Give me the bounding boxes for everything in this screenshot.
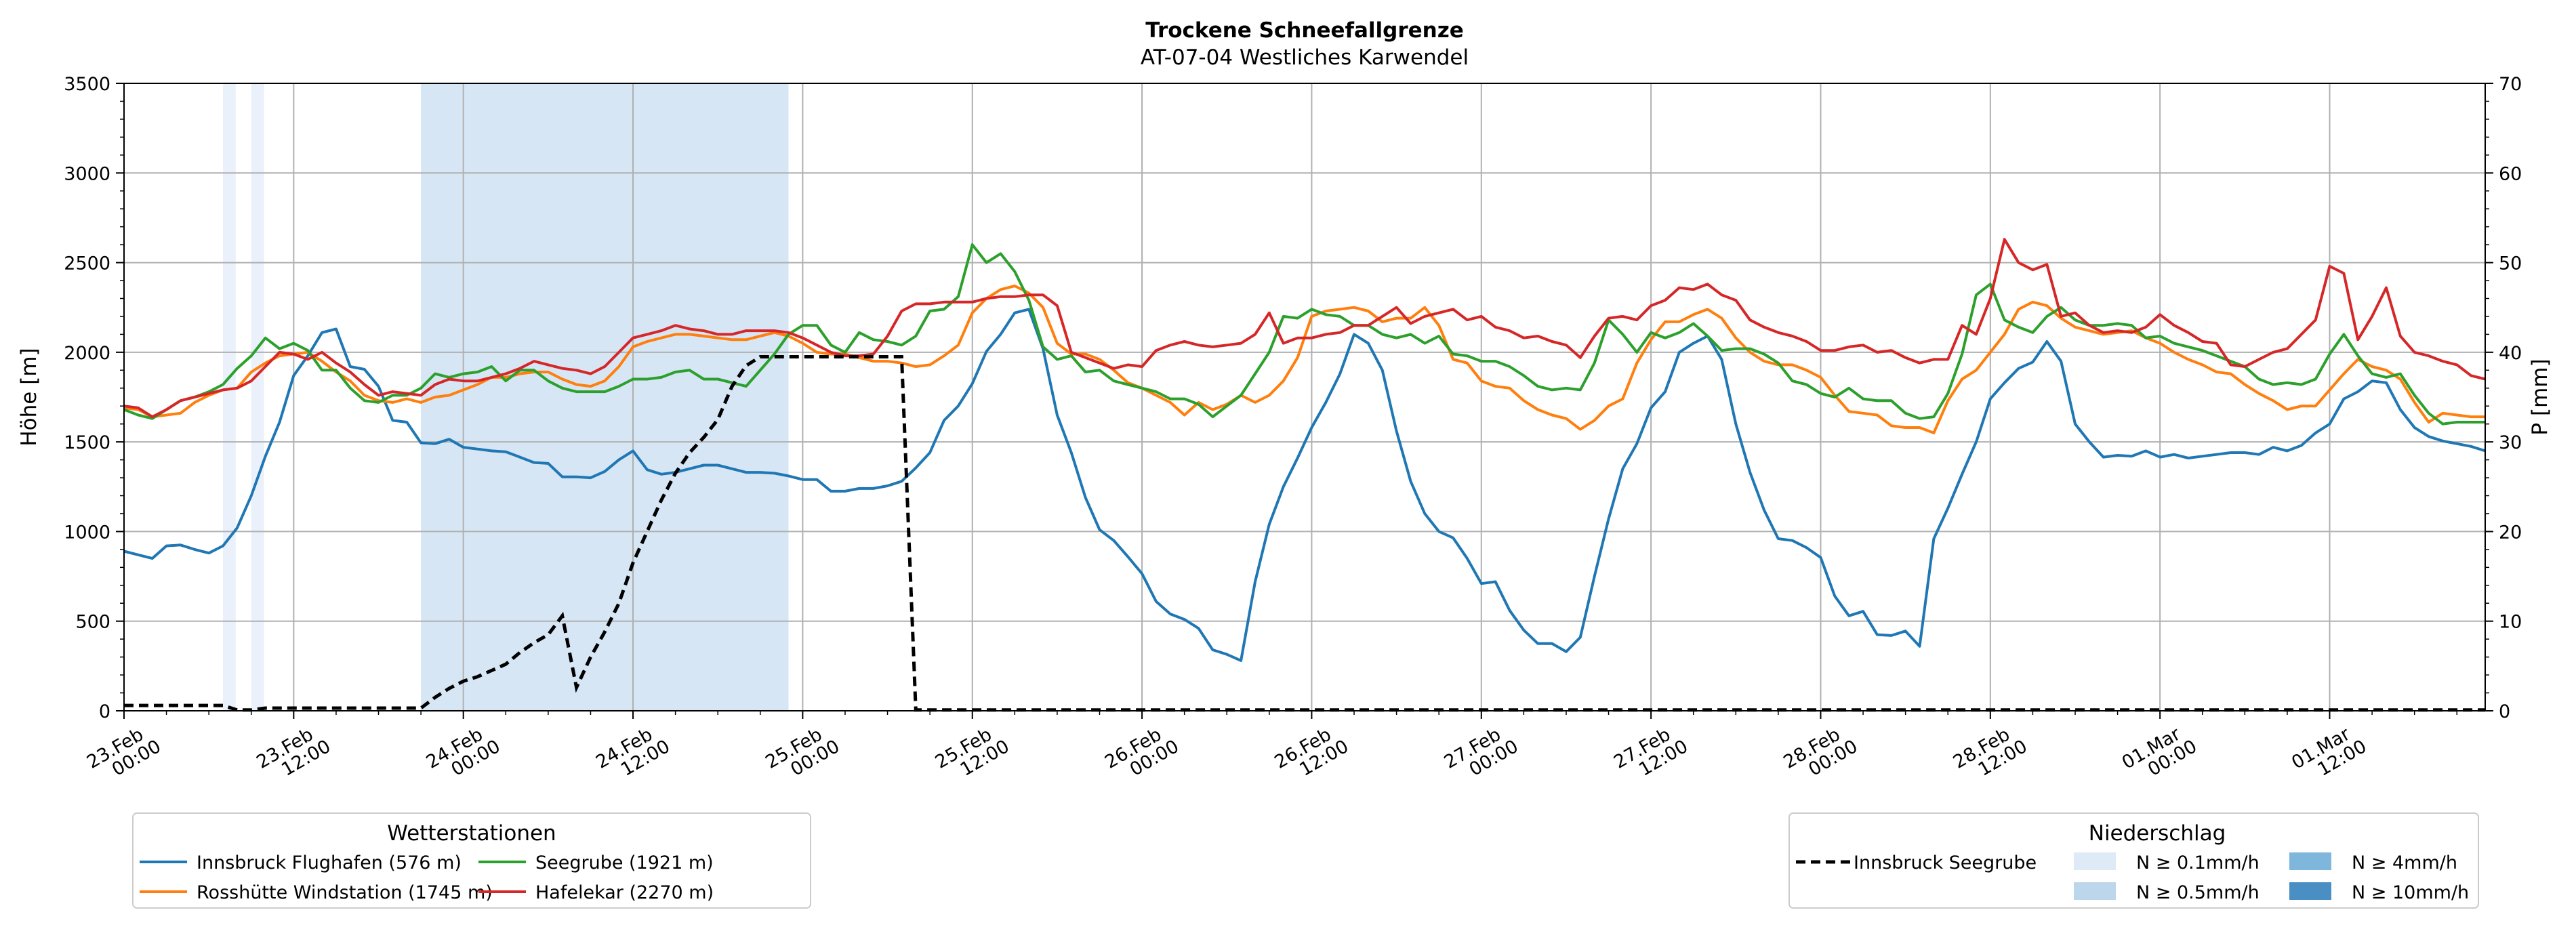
x-tick-label-12: 01.Mar00:00 xyxy=(2119,720,2201,790)
legend-precip-line-label: Innsbruck Seegrube xyxy=(1854,852,2037,873)
legend-stations-frame xyxy=(132,812,811,909)
legend-precip-swatch-1 xyxy=(2289,852,2331,870)
precip-band-2 xyxy=(421,83,789,711)
x-tick-label-2: 24.Feb00:00 xyxy=(423,720,504,789)
y2-tick-label-4: 40 xyxy=(2499,343,2522,364)
series-line-0 xyxy=(123,308,2486,662)
legend-precip-swatch-0 xyxy=(2074,852,2116,870)
y2-tick-label-1: 10 xyxy=(2499,612,2522,633)
x-tick-label-7: 26.Feb12:00 xyxy=(1271,720,1352,789)
plot-frame xyxy=(123,83,2486,711)
y2-axis-label: P [mm] xyxy=(2528,358,2552,435)
y2-tick-label-2: 20 xyxy=(2499,522,2522,543)
precip-band-1 xyxy=(251,83,264,711)
y-tick-label-6: 3000 xyxy=(64,163,110,184)
series-line-3 xyxy=(123,238,2486,419)
y2-tick-label-6: 60 xyxy=(2499,163,2522,184)
legend-precip-label-2: N ≥ 0.5mm/h xyxy=(2136,882,2260,903)
legend-station-label-1: Seegrube (1921 m) xyxy=(535,852,714,873)
precip-line xyxy=(124,355,2485,712)
y-tick-label-7: 3500 xyxy=(64,74,110,95)
x-tick-label-13: 01.Mar12:00 xyxy=(2288,720,2370,790)
legend-precip-title: Niederschlag xyxy=(2089,821,2226,846)
legend-stations-title: Wetterstationen xyxy=(387,821,556,846)
legend-precip: Niederschlag Innsbruck Seegrube N ≥ 0.1m… xyxy=(1788,812,2479,909)
x-tick-label-4: 25.Feb00:00 xyxy=(762,720,843,789)
legend-precip-swatch-3 xyxy=(2289,882,2331,900)
legend-precip-label-3: N ≥ 10mm/h xyxy=(2352,882,2469,903)
legend-station-label-0: Innsbruck Flughafen (576 m) xyxy=(197,852,462,873)
x-tick-label-0: 23.Feb00:00 xyxy=(83,720,165,789)
y2-tick-label-0: 0 xyxy=(2499,701,2510,722)
legend-station-label-2: Rosshütte Windstation (1745 m) xyxy=(197,882,493,903)
y-tick-label-2: 1000 xyxy=(64,522,110,543)
y2-tick-label-3: 30 xyxy=(2499,432,2522,453)
legend-precip-entries: N ≥ 0.1mm/h N ≥ 4mm/h N ≥ 0.5mm/h N ≥ 10mm/… xyxy=(2074,852,2469,903)
x-tick-label-1: 23.Feb12:00 xyxy=(253,720,334,789)
y-axis-label: Höhe [m] xyxy=(17,348,41,446)
precip-line-innsbruck-seegrube xyxy=(124,355,2485,712)
legend-precip-swatch-2 xyxy=(2074,882,2116,900)
precip-bands xyxy=(223,83,789,711)
x-tick-label-8: 27.Feb00:00 xyxy=(1441,720,1522,789)
legend-stations-entries: Innsbruck Flughafen (576 m) Seegrube (192… xyxy=(140,852,714,903)
precip-band-0 xyxy=(223,83,236,711)
x-tick-label-11: 28.Feb12:00 xyxy=(1950,720,2031,789)
x-tick-label-5: 25.Feb12:00 xyxy=(932,720,1013,789)
legend-station-label-3: Hafelekar (2270 m) xyxy=(535,882,714,903)
y-tick-label-3: 1500 xyxy=(64,432,110,453)
chart-subtitle: AT-07-04 Westliches Karwendel xyxy=(1141,45,1469,70)
y2-tick-label-7: 70 xyxy=(2499,74,2522,95)
legend-precip-label-0: N ≥ 0.1mm/h xyxy=(2136,852,2260,873)
x-tick-label-10: 28.Feb00:00 xyxy=(1780,720,1862,789)
grid-lines xyxy=(124,83,2485,711)
x-tick-label-3: 24.Feb12:00 xyxy=(592,720,674,789)
x-tick-label-9: 27.Feb12:00 xyxy=(1610,720,1692,789)
legend-precip-label-1: N ≥ 4mm/h xyxy=(2352,852,2457,873)
series-lines xyxy=(123,238,2486,662)
chart-title: Trockene Schneefallgrenze xyxy=(1145,18,1464,43)
y-tick-label-1: 500 xyxy=(75,612,110,633)
x-tick-label-6: 26.Feb00:00 xyxy=(1101,720,1183,789)
y2-tick-label-5: 50 xyxy=(2499,253,2522,274)
y-tick-label-0: 0 xyxy=(99,701,110,722)
y-tick-label-5: 2500 xyxy=(64,253,110,274)
legend-stations: Wetterstationen Innsbruck Flughafen (576… xyxy=(132,812,811,909)
y-tick-label-4: 2000 xyxy=(64,343,110,364)
